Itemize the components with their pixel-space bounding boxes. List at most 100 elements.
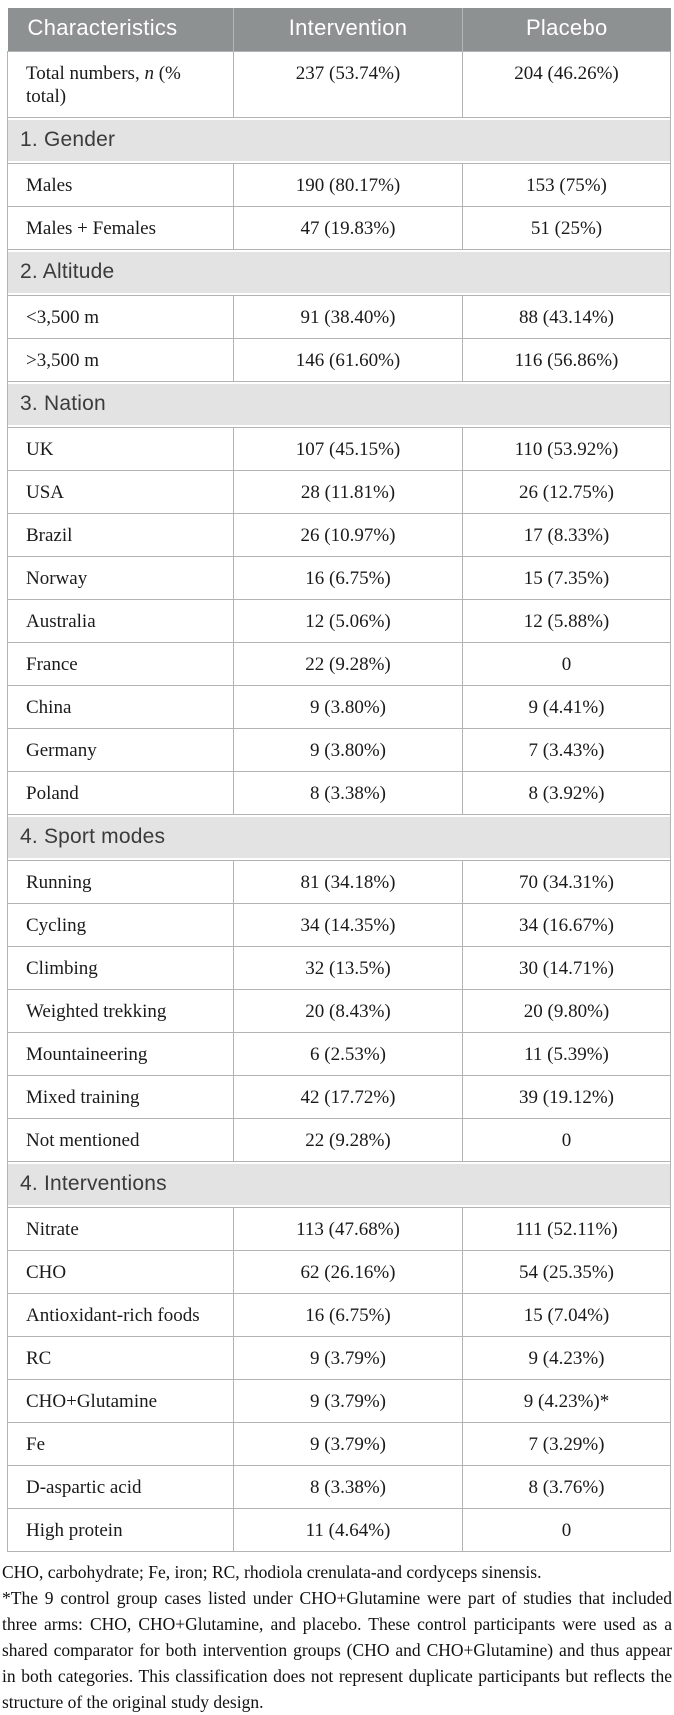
placebo-value: 26 (12.75%) bbox=[462, 470, 671, 514]
section-header-row: 4. Interventions bbox=[7, 1161, 671, 1208]
intervention-value: 6 (2.53%) bbox=[233, 1032, 463, 1076]
intervention-value: 11 (4.64%) bbox=[233, 1508, 463, 1552]
table-row-total: Total numbers, n (% total) 237 (53.74%) 20… bbox=[7, 51, 671, 118]
section-header-cell: 1. Gender bbox=[7, 117, 671, 164]
table-row: Brazil 26 (10.97%) 17 (8.33%) bbox=[7, 513, 671, 557]
row-label: Climbing bbox=[7, 946, 234, 990]
column-header-intervention: Intervention bbox=[233, 8, 463, 52]
table-row: Mixed training 42 (17.72%) 39 (19.12%) bbox=[7, 1075, 671, 1119]
table-row: USA 28 (11.81%) 26 (12.75%) bbox=[7, 470, 671, 514]
row-label: Cycling bbox=[7, 903, 234, 947]
table-row: D-aspartic acid 8 (3.38%) 8 (3.76%) bbox=[7, 1465, 671, 1509]
intervention-value: 8 (3.38%) bbox=[233, 1465, 463, 1509]
row-label: High protein bbox=[7, 1508, 234, 1552]
table-row: Not mentioned 22 (9.28%) 0 bbox=[7, 1118, 671, 1162]
table-row: Germany 9 (3.80%) 7 (3.43%) bbox=[7, 728, 671, 772]
row-label: Weighted trekking bbox=[7, 989, 234, 1033]
placebo-value: 7 (3.43%) bbox=[462, 728, 671, 772]
row-label: China bbox=[7, 685, 234, 729]
row-label: Nitrate bbox=[7, 1207, 234, 1251]
table-footnotes: CHO, carbohydrate; Fe, iron; RC, rhodiol… bbox=[2, 1559, 672, 1715]
intervention-value: 22 (9.28%) bbox=[233, 642, 463, 686]
intervention-value: 107 (45.15%) bbox=[233, 427, 463, 471]
section-title: 4. Sport modes bbox=[8, 817, 670, 858]
placebo-value: 9 (4.41%) bbox=[462, 685, 671, 729]
table-row: Poland 8 (3.38%) 8 (3.92%) bbox=[7, 771, 671, 815]
intervention-value: 34 (14.35%) bbox=[233, 903, 463, 947]
placebo-value: 34 (16.67%) bbox=[462, 903, 671, 947]
total-label-italic-n: n bbox=[144, 63, 154, 84]
row-label: Australia bbox=[7, 599, 234, 643]
row-label: Germany bbox=[7, 728, 234, 772]
intervention-value: 47 (19.83%) bbox=[233, 206, 463, 250]
column-header-placebo: Placebo bbox=[462, 8, 671, 52]
row-label: >3,500 m bbox=[7, 338, 234, 382]
table-row: Norway 16 (6.75%) 15 (7.35%) bbox=[7, 556, 671, 600]
section-title: 3. Nation bbox=[8, 384, 670, 425]
placebo-value: 17 (8.33%) bbox=[462, 513, 671, 557]
row-label: Males bbox=[7, 163, 234, 207]
asterisk-note: *The 9 control group cases listed under … bbox=[2, 1588, 672, 1712]
table-row: Males + Females 47 (19.83%) 51 (25%) bbox=[7, 206, 671, 250]
row-label: Fe bbox=[7, 1422, 234, 1466]
table-row: High protein 11 (4.64%) 0 bbox=[7, 1508, 671, 1552]
intervention-value: 20 (8.43%) bbox=[233, 989, 463, 1033]
section-title: 4. Interventions bbox=[8, 1164, 670, 1205]
intervention-value: 12 (5.06%) bbox=[233, 599, 463, 643]
placebo-value: 15 (7.35%) bbox=[462, 556, 671, 600]
abbreviations-note: CHO, carbohydrate; Fe, iron; RC, rhodiol… bbox=[2, 1562, 542, 1582]
placebo-value: 9 (4.23%) bbox=[462, 1336, 671, 1380]
row-label: <3,500 m bbox=[7, 295, 234, 339]
row-label: Not mentioned bbox=[7, 1118, 234, 1162]
row-label: Mixed training bbox=[7, 1075, 234, 1119]
intervention-value: 62 (26.16%) bbox=[233, 1250, 463, 1294]
table-row: >3,500 m 146 (61.60%) 116 (56.86%) bbox=[7, 338, 671, 382]
intervention-value: 28 (11.81%) bbox=[233, 470, 463, 514]
section-title: 2. Altitude bbox=[8, 252, 670, 293]
table-row: CHO 62 (26.16%) 54 (25.35%) bbox=[7, 1250, 671, 1294]
section-title: 1. Gender bbox=[8, 120, 670, 161]
placebo-value: 0 bbox=[462, 642, 671, 686]
table-row: Mountaineering 6 (2.53%) 11 (5.39%) bbox=[7, 1032, 671, 1076]
table-row: China 9 (3.80%) 9 (4.41%) bbox=[7, 685, 671, 729]
placebo-value: 51 (25%) bbox=[462, 206, 671, 250]
intervention-value: 9 (3.80%) bbox=[233, 685, 463, 729]
table-row: Climbing 32 (13.5%) 30 (14.71%) bbox=[7, 946, 671, 990]
placebo-value: 54 (25.35%) bbox=[462, 1250, 671, 1294]
intervention-value: 81 (34.18%) bbox=[233, 860, 463, 904]
placebo-value: 0 bbox=[462, 1508, 671, 1552]
row-label: CHO bbox=[7, 1250, 234, 1294]
table-row: Nitrate 113 (47.68%) 111 (52.11%) bbox=[7, 1207, 671, 1251]
row-label: Total numbers, n (% total) bbox=[7, 51, 234, 118]
placebo-value: 204 (46.26%) bbox=[462, 51, 671, 118]
row-label: Antioxidant-rich foods bbox=[7, 1293, 234, 1337]
characteristics-table: Characteristics Intervention Placebo Tot… bbox=[7, 8, 671, 1552]
row-label: Mountaineering bbox=[7, 1032, 234, 1076]
placebo-value: 88 (43.14%) bbox=[462, 295, 671, 339]
table-row: Cycling 34 (14.35%) 34 (16.67%) bbox=[7, 903, 671, 947]
section-header-row: 3. Nation bbox=[7, 381, 671, 428]
table-row: Weighted trekking 20 (8.43%) 20 (9.80%) bbox=[7, 989, 671, 1033]
intervention-value: 9 (3.80%) bbox=[233, 728, 463, 772]
row-label: UK bbox=[7, 427, 234, 471]
intervention-value: 9 (3.79%) bbox=[233, 1379, 463, 1423]
table-row: Running 81 (34.18%) 70 (34.31%) bbox=[7, 860, 671, 904]
table-body: Total numbers, n (% total) 237 (53.74%) 20… bbox=[7, 51, 671, 1552]
table-row: France 22 (9.28%) 0 bbox=[7, 642, 671, 686]
placebo-value: 70 (34.31%) bbox=[462, 860, 671, 904]
placebo-value: 153 (75%) bbox=[462, 163, 671, 207]
table-row: <3,500 m 91 (38.40%) 88 (43.14%) bbox=[7, 295, 671, 339]
table-row: CHO+Glutamine 9 (3.79%) 9 (4.23%)* bbox=[7, 1379, 671, 1423]
row-label: Males + Females bbox=[7, 206, 234, 250]
total-label-suffix: (% total) bbox=[26, 63, 181, 107]
row-label: Brazil bbox=[7, 513, 234, 557]
intervention-value: 26 (10.97%) bbox=[233, 513, 463, 557]
row-label: CHO+Glutamine bbox=[7, 1379, 234, 1423]
placebo-value: 12 (5.88%) bbox=[462, 599, 671, 643]
row-label: RC bbox=[7, 1336, 234, 1380]
section-header-row: 1. Gender bbox=[7, 117, 671, 164]
placebo-value: 110 (53.92%) bbox=[462, 427, 671, 471]
intervention-value: 8 (3.38%) bbox=[233, 771, 463, 815]
paper-table-page: Characteristics Intervention Placebo Tot… bbox=[0, 8, 674, 1715]
intervention-value: 22 (9.28%) bbox=[233, 1118, 463, 1162]
